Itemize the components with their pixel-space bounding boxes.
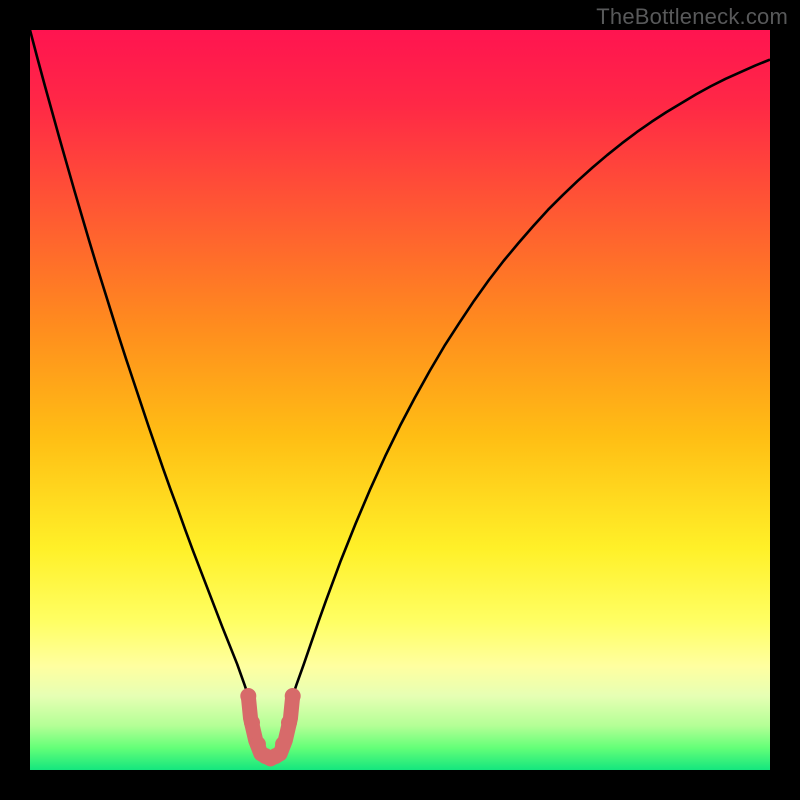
bracket-dot (285, 688, 301, 704)
watermark-text: TheBottleneck.com (596, 4, 788, 30)
bracket-dot (275, 736, 291, 752)
plot-area (30, 30, 770, 770)
bracket-dot (281, 715, 297, 731)
plot-svg (30, 30, 770, 770)
bracket-dot (240, 688, 256, 704)
bracket-dot (244, 715, 260, 731)
chart-frame: TheBottleneck.com (0, 0, 800, 800)
